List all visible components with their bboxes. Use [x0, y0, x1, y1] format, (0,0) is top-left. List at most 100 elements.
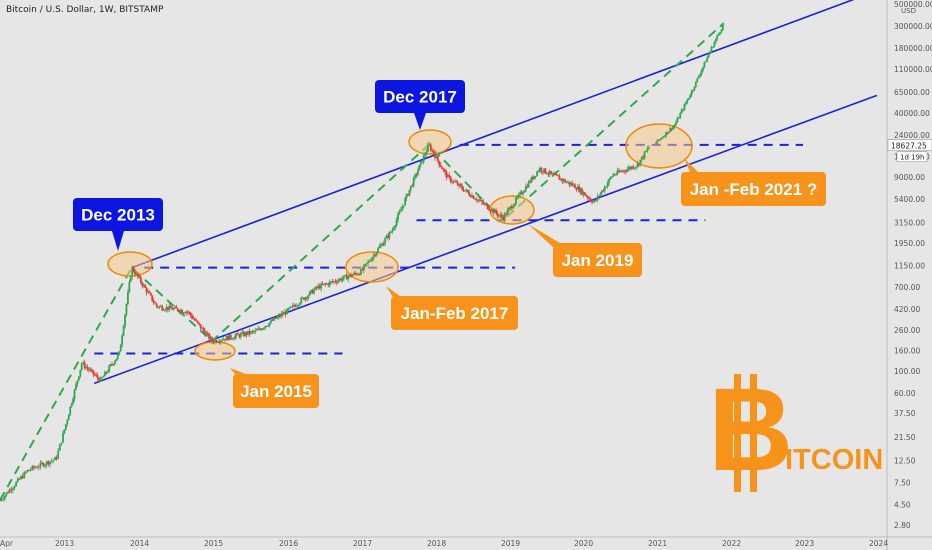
candle-body	[553, 173, 555, 175]
x-tick-label: 2015	[204, 539, 223, 548]
candle-body	[533, 175, 536, 180]
callout-jan2019-label: Jan 2019	[562, 251, 634, 270]
candle-body	[633, 167, 636, 169]
candle-body	[523, 190, 526, 193]
candle-body	[680, 109, 683, 114]
candle-body	[206, 333, 209, 335]
candle-body	[334, 281, 337, 283]
candle-body	[499, 214, 502, 216]
candle-body	[114, 361, 116, 365]
candle-body	[719, 32, 721, 34]
callout-janfeb2017-box	[391, 296, 518, 330]
y-tick-label: 7.50	[894, 479, 911, 488]
candle-body	[157, 306, 159, 308]
candle-body	[112, 364, 115, 366]
x-tick-label: Apr	[0, 539, 14, 548]
candle-body	[52, 460, 55, 462]
candle-body	[348, 274, 351, 277]
candle-body	[367, 261, 370, 264]
candle-body	[636, 163, 639, 167]
candle-body	[2, 498, 5, 500]
candle-body	[374, 254, 377, 256]
candle-body	[660, 138, 663, 140]
candle-body	[225, 336, 228, 341]
candle-body	[543, 168, 545, 173]
candle-body	[208, 333, 211, 340]
btc-logo-letter: B	[708, 364, 793, 496]
last-price-tag	[887, 139, 932, 151]
candle-body	[414, 174, 416, 178]
candle-body	[690, 90, 693, 96]
candle-body	[592, 201, 595, 203]
candle-body	[237, 333, 239, 335]
candle-body	[720, 29, 723, 33]
candle-body	[429, 144, 432, 151]
candle-body	[395, 219, 398, 226]
candle-body	[291, 305, 294, 307]
candle-body	[308, 291, 311, 296]
candle-body	[88, 368, 90, 371]
candle-body	[412, 177, 415, 186]
candle-body	[618, 170, 620, 172]
candle-body	[541, 171, 544, 173]
candle-body	[672, 126, 674, 130]
candle-body	[148, 291, 151, 294]
callout-dec2017-pointer	[414, 113, 426, 130]
callout-dec2017-box	[375, 80, 465, 113]
candle-body	[300, 298, 303, 304]
x-tick-label: 2021	[648, 539, 667, 548]
candle-body	[297, 304, 300, 306]
candle-body	[268, 322, 271, 326]
candle-body	[530, 177, 533, 183]
candle-body	[36, 467, 39, 469]
candle-body	[683, 104, 686, 110]
candle-body	[42, 463, 45, 467]
candle-body	[82, 362, 85, 364]
callout-dec2013-label: Dec 2013	[81, 206, 155, 225]
candle-body	[101, 377, 103, 379]
candle-body	[517, 194, 520, 197]
candle-body	[244, 332, 247, 336]
candle-body	[608, 178, 610, 183]
candle-body	[364, 263, 367, 266]
candle-body	[77, 376, 80, 381]
candle-body	[519, 192, 522, 195]
candle-body	[23, 472, 26, 479]
candle-body	[596, 195, 599, 200]
y-tick-label: 100.00	[894, 367, 920, 376]
countdown-tag	[896, 151, 928, 162]
candle-body	[178, 311, 181, 313]
candle-body	[434, 153, 436, 159]
candle-body	[370, 260, 372, 262]
y-tick-label: 65000.00	[894, 88, 930, 97]
candle-body	[721, 24, 724, 30]
candle-body	[646, 148, 649, 151]
candle-body	[686, 99, 689, 103]
candle-body	[10, 489, 13, 491]
candle-body	[512, 206, 515, 209]
candle-body	[135, 273, 138, 275]
candle-body	[418, 165, 421, 171]
candle-body	[28, 469, 30, 471]
y-tick-label: 37.50	[894, 409, 916, 418]
candle-body	[304, 297, 307, 300]
candle-body	[438, 160, 441, 166]
candle-body	[331, 281, 334, 283]
candle-body	[164, 309, 166, 311]
candle-body	[122, 326, 125, 336]
candle-body	[623, 170, 626, 172]
candle-body	[345, 274, 348, 280]
candle-body	[199, 324, 202, 329]
candle-body	[99, 378, 102, 382]
candle-body	[241, 332, 244, 334]
candle-body	[445, 171, 448, 178]
candle-body	[118, 351, 121, 355]
highlight-ellipse	[625, 123, 693, 169]
y-tick-label: 300000.00	[894, 22, 932, 31]
candle-body	[293, 305, 296, 307]
candle-body	[179, 309, 182, 313]
candle-body	[195, 320, 198, 322]
candle-body	[417, 170, 419, 175]
candle-body	[595, 199, 598, 201]
